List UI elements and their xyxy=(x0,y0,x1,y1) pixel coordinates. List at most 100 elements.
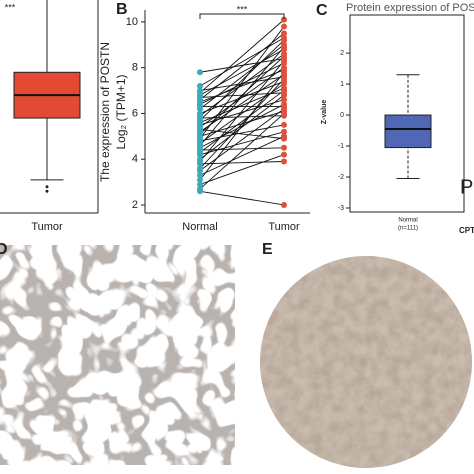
pair-line xyxy=(199,108,285,172)
pair-line xyxy=(199,46,285,146)
point xyxy=(281,144,287,151)
y-tick-label: 8 xyxy=(132,62,138,74)
category-note: (n=111) xyxy=(398,226,418,232)
significance-bracket xyxy=(199,13,285,19)
x-tick-label: Normal xyxy=(398,218,417,224)
point xyxy=(281,128,287,135)
y-tick-label: 4 xyxy=(132,153,138,165)
point xyxy=(281,201,287,208)
y-tick-label: -3 xyxy=(338,205,344,212)
x-tick-label: Normal xyxy=(182,221,217,233)
point xyxy=(281,30,287,37)
x-tick-label: Tumor xyxy=(268,221,300,233)
point xyxy=(197,188,203,195)
chart-title: Protein expression of POS xyxy=(346,2,474,14)
point xyxy=(281,53,287,60)
point xyxy=(197,151,203,158)
pair-line xyxy=(199,53,285,117)
pair-line xyxy=(199,124,285,142)
point xyxy=(197,181,203,188)
pair-line xyxy=(199,58,285,73)
y-axis-label: The expression of POSTN xyxy=(98,42,112,182)
outlier xyxy=(45,185,49,189)
point xyxy=(197,69,203,76)
pair-line xyxy=(199,39,285,121)
point xyxy=(197,167,203,174)
pair-line xyxy=(199,147,285,151)
pair-line xyxy=(199,60,285,162)
pair-line xyxy=(199,62,285,105)
pair-line xyxy=(199,71,285,181)
y-tick-label: 2 xyxy=(132,199,138,211)
y-tick-label: 0 xyxy=(340,112,344,119)
point xyxy=(197,82,203,89)
y-tick-label: 10 xyxy=(126,16,138,28)
pair-line xyxy=(199,129,285,140)
significance: *** xyxy=(5,2,16,12)
y-tick-label: -2 xyxy=(338,174,344,181)
point xyxy=(281,92,287,99)
panel-label: B xyxy=(116,1,128,18)
point xyxy=(281,96,287,103)
pair-line xyxy=(199,32,285,101)
point xyxy=(281,57,287,64)
point xyxy=(281,158,287,165)
point xyxy=(281,80,287,87)
point xyxy=(281,101,287,108)
point xyxy=(281,16,287,23)
point xyxy=(281,151,287,158)
outlier xyxy=(45,189,49,193)
y-axis-label: Log₂ (TPM+1) xyxy=(114,74,128,149)
x-tick-label: Tumor xyxy=(31,221,63,233)
point xyxy=(281,87,287,94)
y-tick-label: 1 xyxy=(340,81,344,88)
point xyxy=(281,76,287,83)
point xyxy=(197,172,203,179)
panel-label: E xyxy=(262,241,273,258)
pair-line xyxy=(199,113,285,190)
pair-line xyxy=(199,44,285,110)
box xyxy=(384,114,432,149)
point xyxy=(197,176,203,183)
pair-line xyxy=(199,190,285,206)
y-tick-label: -1 xyxy=(338,143,344,150)
panel-label: C xyxy=(316,2,328,19)
point xyxy=(281,105,287,112)
pair-line xyxy=(199,78,285,169)
pair-line xyxy=(199,55,285,135)
pair-line xyxy=(199,26,285,139)
point xyxy=(281,133,287,140)
pair-line xyxy=(199,37,285,87)
pair-line xyxy=(199,74,285,133)
pair-line xyxy=(199,94,285,160)
point xyxy=(281,23,287,30)
pair-line xyxy=(199,48,285,96)
pair-line xyxy=(199,90,285,153)
point xyxy=(197,160,203,167)
plot-frame xyxy=(349,14,465,213)
pair-line xyxy=(199,69,285,103)
pair-line xyxy=(199,154,285,185)
point xyxy=(281,64,287,71)
tissue-image-e xyxy=(260,256,472,468)
panel-label: D xyxy=(0,241,8,258)
pair-line xyxy=(199,135,285,176)
tissue-image-d xyxy=(0,240,238,474)
y-tick-label: 2 xyxy=(340,50,344,57)
point xyxy=(281,44,287,51)
point xyxy=(197,105,203,112)
y-axis-label: Z-value xyxy=(321,100,328,125)
point xyxy=(281,121,287,128)
point xyxy=(281,110,287,117)
pair-line xyxy=(199,87,285,124)
point xyxy=(281,69,287,76)
point xyxy=(281,37,287,44)
pair-line xyxy=(199,161,285,165)
cropped-text: CPT xyxy=(459,226,474,235)
significance: *** xyxy=(237,4,248,14)
pair-line xyxy=(199,131,285,156)
pair-line xyxy=(199,19,285,94)
cropped-text: P xyxy=(460,176,473,198)
y-tick-label: 6 xyxy=(132,107,138,119)
